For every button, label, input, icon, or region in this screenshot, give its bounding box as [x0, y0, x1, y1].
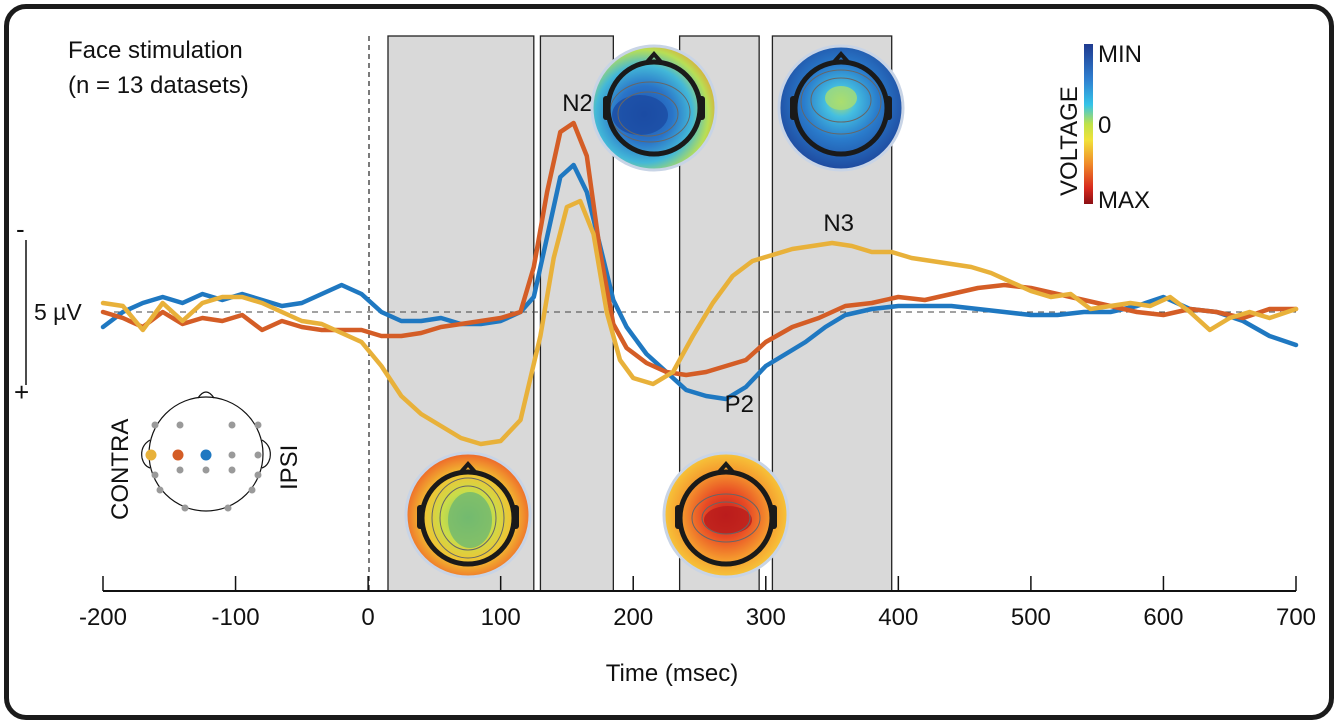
topomap-n3	[777, 44, 905, 172]
x-axis-label: Time (msec)	[606, 660, 738, 687]
scale-negative-sign: -	[16, 214, 25, 244]
scale-positive-sign: +	[14, 377, 29, 407]
peak-label-p2: P2	[725, 391, 754, 418]
colorbar-title: VOLTAGE	[1056, 86, 1083, 196]
x-tick-label: 200	[613, 604, 653, 631]
electrode-dot	[151, 421, 159, 429]
ear-right-icon	[261, 439, 271, 469]
x-tick-label: 600	[1143, 604, 1183, 631]
series-line-contra-far	[100, 198, 1299, 447]
x-axis-ticks: -200 -100 0 100 200 300 400 500 600 700	[79, 576, 1316, 631]
electrode-dot	[202, 466, 210, 474]
scale-label: 5 µV	[34, 299, 82, 325]
topomap-n2	[590, 44, 718, 172]
chart-title: Face stimulation	[68, 37, 243, 64]
series-line-ipsi	[100, 162, 1299, 402]
x-tick-label: 100	[481, 604, 521, 631]
colorbar-min-label: MIN	[1098, 41, 1142, 68]
electrode-dot	[254, 451, 262, 459]
electrode-contra-far	[145, 449, 157, 461]
electrode-dot	[228, 466, 236, 474]
peak-label-n3: N3	[823, 210, 854, 237]
x-tick-label: 500	[1011, 604, 1051, 631]
ear-left-icon	[141, 439, 151, 469]
electrode-dot	[151, 471, 159, 479]
electrode-ipsi	[200, 449, 212, 461]
topomap-p2	[662, 451, 790, 579]
topomap-p1	[404, 451, 532, 579]
series-group	[100, 120, 1299, 447]
colorbar-max-label: MAX	[1098, 187, 1150, 214]
electrode-dot	[176, 421, 184, 429]
electrode-contra-near	[172, 449, 184, 461]
electrode-dot	[224, 504, 232, 512]
electrode-dot	[156, 486, 164, 494]
peak-label-n2: N2	[562, 90, 593, 117]
contra-label: CONTRA	[107, 419, 134, 520]
electrode-dot	[254, 471, 262, 479]
x-tick-label: 400	[878, 604, 918, 631]
electrode-dot	[181, 504, 189, 512]
electrode-dot	[176, 466, 184, 474]
electrode-dot	[254, 421, 262, 429]
x-tick-label: 0	[361, 604, 374, 631]
series-line-contra-near	[100, 120, 1299, 378]
colorbar-zero-label: 0	[1098, 112, 1111, 139]
electrode-layout: CONTRA IPSI	[107, 391, 303, 520]
x-tick-label: -100	[212, 604, 260, 631]
colorbar-gradient	[1084, 44, 1093, 204]
x-tick-label: 700	[1276, 604, 1316, 631]
electrode-dot	[228, 421, 236, 429]
nose-icon	[197, 391, 215, 399]
colorbar: VOLTAGE MIN 0 MAX	[1056, 41, 1150, 214]
ipsi-label: IPSI	[276, 445, 303, 490]
electrode-dot	[228, 451, 236, 459]
x-tick-label: -200	[79, 604, 127, 631]
chart-subtitle: (n = 13 datasets)	[68, 72, 249, 99]
x-tick-label: 300	[746, 604, 786, 631]
electrode-dot	[248, 486, 256, 494]
